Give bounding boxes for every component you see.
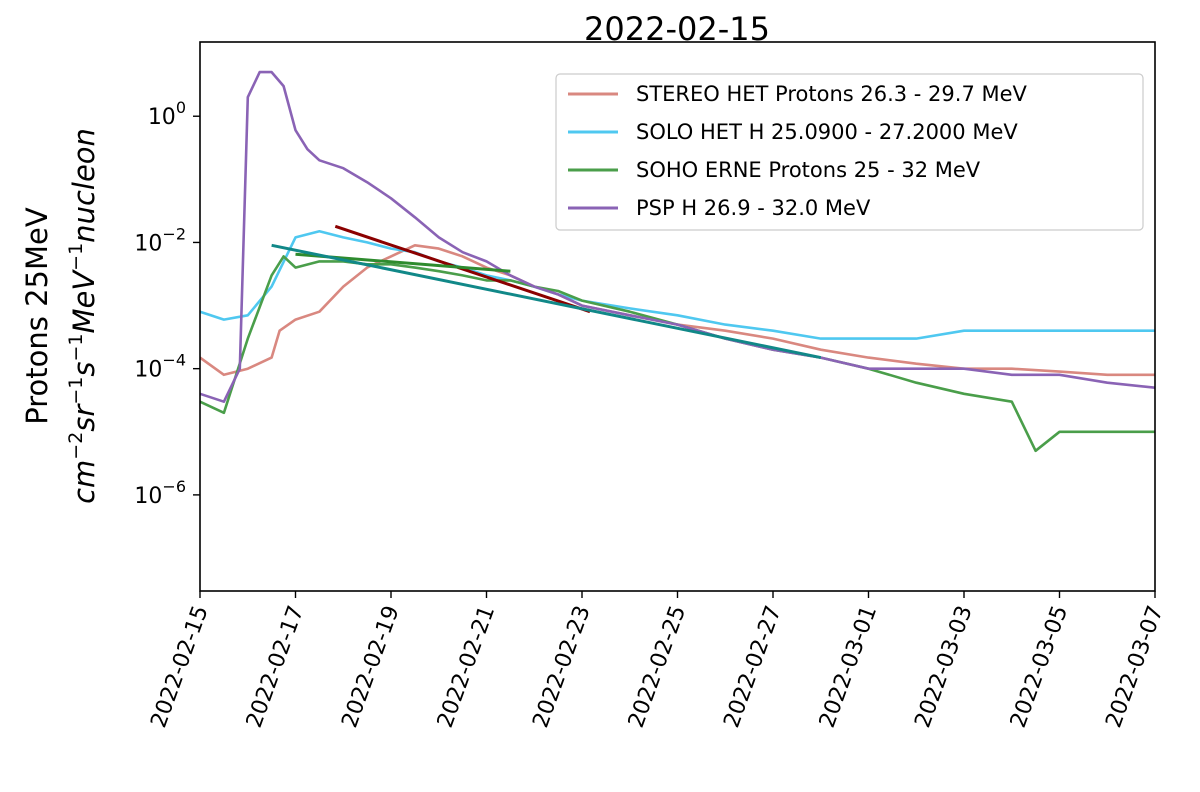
- fit-layer: [271, 224, 822, 360]
- x-tick-label: 2022-02-25: [624, 603, 691, 732]
- y-axis-label-line1: Protons 25MeV: [20, 207, 54, 425]
- x-tick-label: 2022-02-23: [528, 603, 595, 732]
- fit-line-3: [271, 243, 822, 360]
- y-axis: 100 10−2 10−4 10−6: [134, 98, 200, 509]
- x-tick-label: 2022-02-15: [146, 603, 213, 732]
- legend-label: SOHO ERNE Protons 25 - 32 MeV: [636, 158, 981, 182]
- x-axis: 2022-02-15 2022-02-17 2022-02-19 2022-02-21…: [146, 591, 1169, 732]
- y-tick-label: 100: [148, 98, 186, 130]
- x-tick-label: 2022-02-19: [337, 603, 404, 732]
- legend-label: SOLO HET H 25.0900 - 27.2000 MeV: [636, 120, 1018, 144]
- legend: STEREO HET Protons 26.3 - 29.7 MeV SOLO H…: [555, 73, 1144, 231]
- y-tick-label: 10−6: [134, 477, 186, 509]
- x-tick-label: 2022-03-07: [1101, 603, 1168, 732]
- y-axis-label-line2: cm−2sr−1s−1MeV−1nucleon: [65, 128, 101, 504]
- x-tick-label: 2022-02-21: [433, 603, 500, 732]
- legend-frame: [555, 73, 1144, 231]
- y-tick-label: 10−2: [134, 224, 186, 256]
- x-tick-label: 2022-02-27: [719, 603, 786, 732]
- x-tick-label: 2022-03-01: [815, 603, 882, 732]
- legend-label: PSP H 26.9 - 32.0 MeV: [636, 196, 871, 220]
- legend-label: STEREO HET Protons 26.3 - 29.7 MeV: [636, 82, 1028, 106]
- x-tick-label: 2022-02-17: [242, 603, 309, 732]
- series-line-2: [200, 230, 1155, 340]
- series-line-4: [200, 70, 1155, 403]
- x-tick-label: 2022-03-05: [1006, 603, 1073, 732]
- series-layer: [200, 70, 1155, 453]
- y-tick-label: 10−4: [134, 351, 186, 383]
- x-tick-label: 2022-03-03: [910, 603, 977, 732]
- series-line-1: [200, 244, 1155, 377]
- fit-line-1: [334, 224, 591, 314]
